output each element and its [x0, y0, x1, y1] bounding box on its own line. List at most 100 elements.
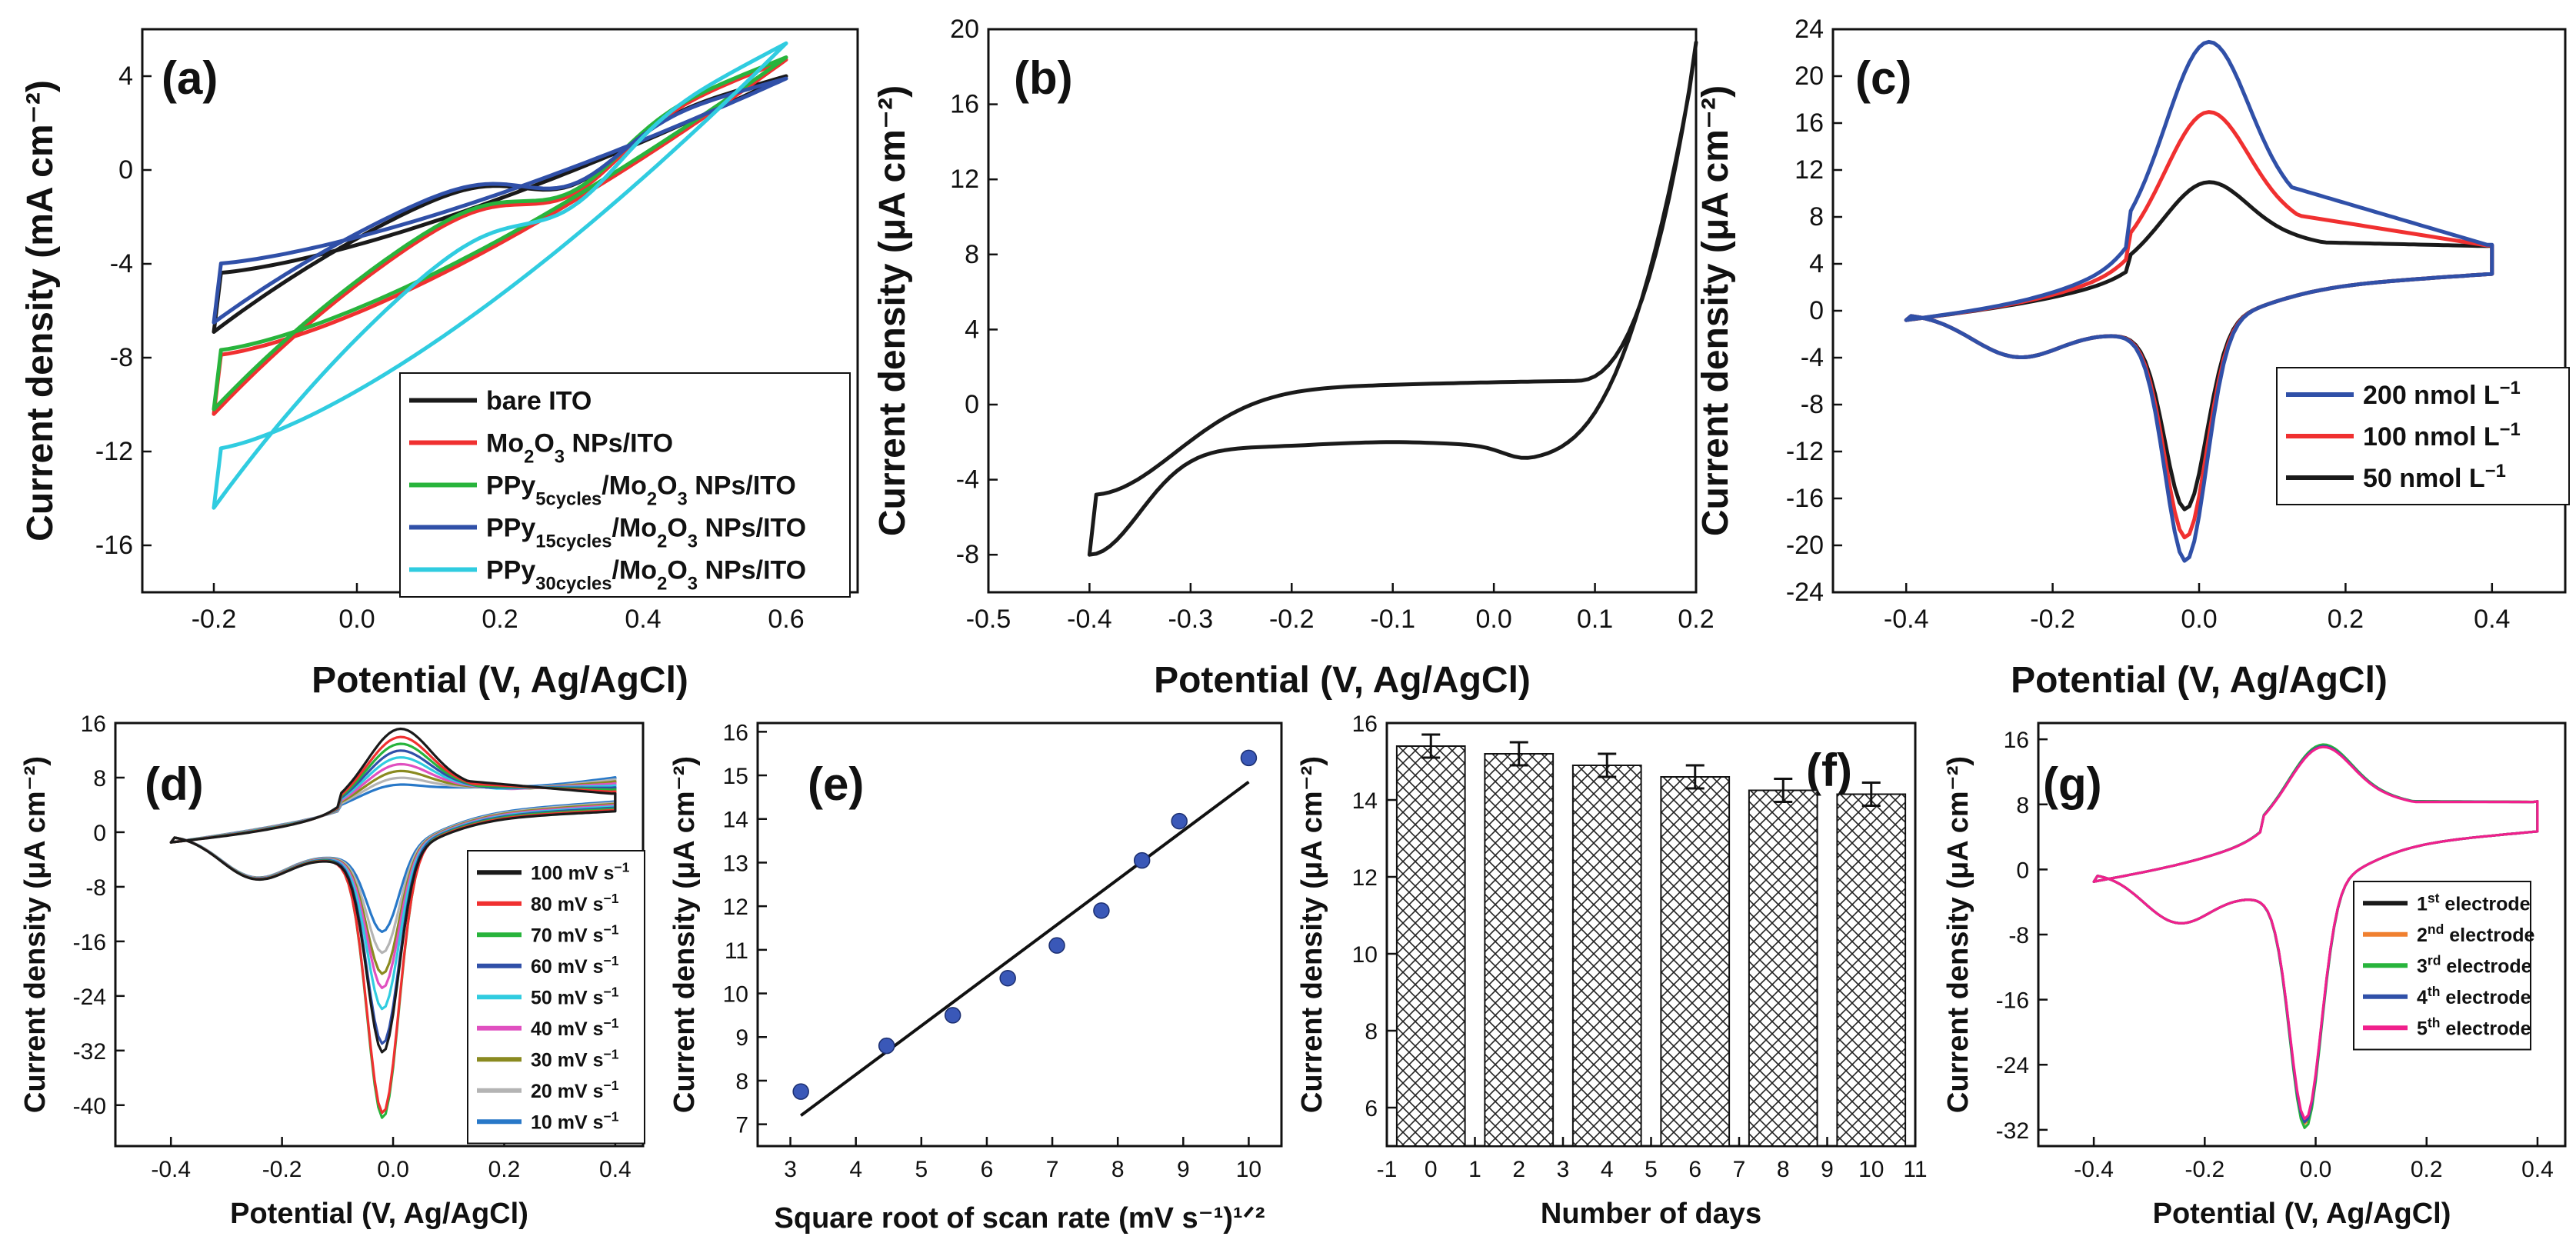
legend-label-part: 80 mV s [531, 894, 604, 915]
x-tick-label: 0.1 [1577, 605, 1613, 634]
y-tick-label: 6 [1365, 1096, 1378, 1121]
x-axis-label: Potential (V, Ag/AgCl) [2011, 660, 2388, 701]
legend-label: 100 mV s−1 [531, 859, 630, 884]
x-tick-label: -0.2 [192, 605, 237, 634]
x-axis-label: Number of days [1541, 1198, 1761, 1230]
legend-label-part: 2 [657, 531, 667, 552]
y-tick-label: 13 [723, 851, 748, 876]
legend-label-part: NPs/ITO [698, 514, 806, 543]
panel-a: -0.2 0.0 0.2 0.4 0.6 -16 -12 -8 -4 0 4 Potential (V… [20, 28, 859, 701]
legend-label-part: 15cycles [535, 531, 612, 552]
legend-label: bare ITO [486, 387, 592, 416]
x-tick-label: 10 [1236, 1157, 1261, 1182]
legend-label-part: electrode [2440, 1018, 2531, 1039]
fit-line [799, 780, 1250, 1117]
legend-label-part: 2 [657, 573, 667, 594]
x-tick-label: 6 [1688, 1157, 1701, 1182]
y-tick-label: -8 [110, 343, 133, 372]
y-tick-label: 10 [1352, 942, 1378, 968]
legend-label-part: nd [2428, 921, 2444, 937]
y-tick-label: -24 [1996, 1053, 2029, 1078]
y-tick-label: -4 [1801, 343, 1824, 372]
y-tick-label: 16 [2004, 728, 2029, 753]
panel-d: -0.4 -0.2 0.0 0.2 0.4 -40 -32 -24 -16 -8 0 8 16 Poten… [19, 711, 645, 1230]
legend-label-part: electrode [2444, 925, 2534, 946]
y-tick-label: 12 [723, 895, 748, 920]
y-tick-label: -40 [73, 1094, 106, 1119]
y-tick-label: -12 [95, 437, 133, 466]
y-tick-label: 8 [2016, 793, 2029, 818]
y-tick-label: 24 [1795, 15, 1824, 44]
y-tick-label: -24 [73, 985, 106, 1010]
legend-label-part: −1 [604, 1078, 619, 1093]
y-tick-label: -32 [1996, 1118, 2029, 1144]
plot-frame-b [987, 28, 1698, 594]
legend-label-part: 50 nmol L [2363, 464, 2485, 493]
x-tick-label: 0 [1425, 1157, 1438, 1182]
legend-label-part: /Mo [612, 514, 658, 543]
legend-label-part: Mo [486, 429, 524, 458]
y-tick-label: -4 [110, 249, 133, 278]
x-tick-label: 3 [784, 1157, 797, 1182]
legend-label: 200 nmol L−1 [2363, 378, 2521, 411]
y-tick-label: 7 [735, 1113, 748, 1138]
legend-label: 2nd electrode [2417, 921, 2534, 946]
x-tick-label: 0.4 [599, 1157, 632, 1182]
x-tick-label: -0.1 [1370, 605, 1415, 634]
x-tick-label: -0.4 [151, 1157, 191, 1182]
y-tick-label: -8 [2008, 923, 2029, 948]
y-tick-label: 0 [118, 155, 133, 185]
legend-label: 20 mV s−1 [531, 1078, 619, 1102]
legend-label-part: PPy [486, 514, 535, 543]
legend-label-part: rd [2428, 952, 2441, 968]
legend-label-part: 200 nmol L [2363, 381, 2500, 410]
y-tick-label: 16 [1795, 108, 1824, 138]
y-tick-label: 9 [735, 1025, 748, 1051]
legend-label-part: −1 [604, 1046, 619, 1061]
y-tick-label: 12 [1352, 865, 1378, 891]
y-axis-label: Current density (μA cm⁻²) [19, 756, 52, 1113]
y-tick-label: -12 [1786, 437, 1824, 466]
legend-label-part: NPs/ITO [698, 556, 806, 585]
x-tick-label: 4 [1601, 1157, 1614, 1182]
y-tick-label: 8 [1365, 1019, 1378, 1045]
y-tick-label: -24 [1786, 578, 1824, 607]
legend-label-part: 50 mV s [531, 987, 604, 1008]
y-tick-label: 20 [1795, 62, 1824, 91]
x-tick-label: 0.6 [768, 605, 804, 634]
y-tick-label: 0 [1809, 296, 1824, 325]
data-point [1240, 749, 1258, 767]
plot-frame-e [756, 721, 1283, 1148]
x-tick-label: 0.2 [482, 605, 518, 634]
x-tick-label: -0.2 [1269, 605, 1315, 634]
y-tick-label: -16 [95, 531, 133, 560]
y-tick-label: 4 [965, 315, 979, 344]
x-tick-label: 2 [1512, 1157, 1525, 1182]
y-axis-label: Current density (μA cm⁻²) [872, 85, 913, 536]
legend-label-part: 100 nmol L [2363, 422, 2500, 452]
legend-label: 100 nmol L−1 [2363, 419, 2521, 452]
legend-label-part: /Mo [602, 472, 647, 501]
y-tick-label: -32 [73, 1039, 106, 1065]
x-tick-label: -0.4 [1067, 605, 1112, 634]
x-tick-label: 5 [915, 1157, 928, 1182]
legend-label-part: 70 mV s [531, 925, 604, 946]
legend-label-part: −1 [614, 859, 629, 875]
y-tick-label: 8 [735, 1069, 748, 1095]
x-tick-label: 9 [1177, 1157, 1190, 1182]
x-tick-label: 0.0 [377, 1157, 409, 1182]
y-tick-label: 16 [81, 711, 106, 737]
legend-label-part: 2 [524, 446, 534, 467]
legend-label-part: 10 mV s [531, 1111, 604, 1133]
y-tick-label: 14 [723, 808, 748, 833]
legend-label-part: 3 [2417, 955, 2428, 977]
legend-label: 4th electrode [2417, 984, 2531, 1008]
legend-label-part: PPy [486, 556, 535, 585]
legend-label-part: −1 [604, 1015, 619, 1031]
data-point [999, 969, 1016, 987]
legend-label-part: th [2428, 1015, 2441, 1030]
legend-label-part: 3 [555, 446, 565, 467]
x-axis-label: Potential (V, Ag/AgCl) [2153, 1198, 2451, 1230]
